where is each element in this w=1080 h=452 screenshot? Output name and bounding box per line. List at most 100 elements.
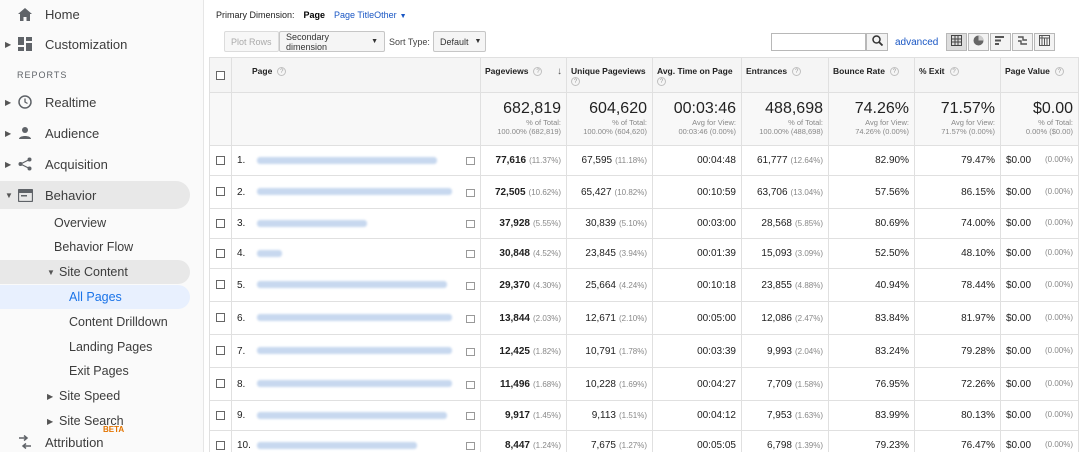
- nav-site-content[interactable]: ▼ Site Content: [0, 260, 190, 284]
- open-external-icon[interactable]: [466, 157, 475, 165]
- acquisition-icon: [16, 155, 34, 173]
- open-external-icon[interactable]: [466, 188, 475, 197]
- page-value-value: $0.00: [1006, 345, 1032, 357]
- redacted-page-link[interactable]: [257, 219, 367, 227]
- redacted-page-link[interactable]: [257, 347, 452, 355]
- header-exit[interactable]: % Exit?: [914, 57, 1001, 93]
- redacted-page-link[interactable]: [257, 249, 282, 257]
- row-checkbox[interactable]: [216, 187, 225, 197]
- view-performance-button[interactable]: [990, 33, 1011, 51]
- redacted-page-link[interactable]: [257, 411, 447, 419]
- row-checkbox[interactable]: [216, 248, 225, 258]
- nav-exit-pages[interactable]: Exit Pages: [0, 359, 190, 383]
- nav-site-speed[interactable]: ▶ Site Speed: [0, 384, 190, 408]
- nav-home[interactable]: Home: [0, 0, 204, 28]
- nav-site-search[interactable]: ▶ Site Search: [0, 409, 190, 433]
- help-icon[interactable]: ?: [949, 67, 959, 77]
- entrances-value: 28,568: [761, 218, 792, 229]
- nav-all-pages[interactable]: All Pages: [0, 285, 190, 309]
- open-external-icon[interactable]: [466, 347, 475, 356]
- redacted-page-link[interactable]: [257, 314, 452, 322]
- header-entrances[interactable]: Entrances?: [741, 57, 829, 93]
- header-unique-pageviews[interactable]: Unique Pageviews?: [566, 57, 653, 93]
- entrances-cell: 6,798 (1.39%): [741, 430, 829, 452]
- row-checkbox[interactable]: [216, 410, 225, 420]
- table-row[interactable]: 6. 13,844 (2.03%) 12,671 (2.10%) 00:05:00 12,0…: [209, 301, 1079, 335]
- table-row[interactable]: 5. 29,370 (4.30%) 25,664 (4.24%) 00:10:18 23,8…: [209, 268, 1079, 302]
- redacted-page-link[interactable]: [257, 156, 437, 164]
- search-button[interactable]: [866, 33, 888, 51]
- unique-pageviews-percent: (1.27%): [618, 441, 647, 450]
- row-checkbox[interactable]: [216, 379, 225, 389]
- row-checkbox[interactable]: [216, 218, 225, 228]
- nav-realtime[interactable]: ▶ Realtime: [0, 88, 204, 116]
- redacted-page-link[interactable]: [257, 188, 452, 196]
- help-icon[interactable]: ?: [571, 77, 580, 87]
- help-icon[interactable]: ?: [657, 77, 666, 87]
- nav-customization[interactable]: ▶ Customization: [0, 30, 204, 58]
- table-body: 1. 77,616 (11.37%) 67,595 (11.18%) 00:04:48 61…: [209, 145, 1079, 452]
- header-avg-time[interactable]: Avg. Time on Page?: [652, 57, 742, 93]
- help-icon[interactable]: ?: [792, 67, 802, 77]
- view-table-button[interactable]: [946, 33, 967, 51]
- redacted-page-link[interactable]: [257, 441, 417, 449]
- nav-behavior-flow[interactable]: Behavior Flow: [0, 235, 190, 259]
- sort-type-dropdown[interactable]: Default ▼: [433, 31, 486, 52]
- row-checkbox[interactable]: [216, 155, 225, 165]
- page-cell: 8.: [231, 367, 481, 401]
- table-row[interactable]: 9. 9,917 (1.45%) 9,113 (1.51%) 00:04:12 7,953(…: [209, 400, 1079, 431]
- header-pageviews[interactable]: Pageviews? ↓: [480, 57, 567, 93]
- nav-landing-pages[interactable]: Landing Pages: [0, 335, 190, 359]
- home-icon: [16, 5, 34, 23]
- primary-dimension-page-title[interactable]: Page Title: [334, 10, 375, 20]
- primary-dimension-other[interactable]: Other ▼: [374, 10, 415, 20]
- row-checkbox[interactable]: [216, 440, 225, 450]
- header-page[interactable]: Page?: [231, 57, 481, 93]
- help-icon[interactable]: ?: [889, 67, 899, 77]
- select-all-checkbox[interactable]: [216, 71, 225, 81]
- open-external-icon[interactable]: [466, 412, 475, 420]
- table-search-input[interactable]: [771, 33, 866, 51]
- table-row[interactable]: 7. 12,425 (1.82%) 10,791 (1.78%) 00:03:39 9,99…: [209, 334, 1079, 368]
- row-number: 8.: [237, 378, 246, 390]
- header-page-label: Page: [252, 66, 273, 76]
- row-checkbox[interactable]: [216, 280, 225, 290]
- nav-behavior-overview[interactable]: Overview: [0, 211, 190, 235]
- open-external-icon[interactable]: [466, 380, 475, 389]
- view-pivot-button[interactable]: [1034, 33, 1055, 51]
- help-icon[interactable]: ?: [533, 67, 543, 77]
- plot-rows-button[interactable]: Plot Rows: [224, 31, 279, 52]
- open-external-icon[interactable]: [466, 281, 475, 290]
- view-pie-button[interactable]: [968, 33, 989, 51]
- view-comparison-button[interactable]: [1012, 33, 1033, 51]
- redacted-page-link[interactable]: [257, 281, 447, 289]
- table-row[interactable]: 4. 30,848 (4.52%) 23,845 (3.94%) 00:01:39 15,0…: [209, 238, 1079, 269]
- avg-time-cell: 00:10:18: [652, 268, 742, 302]
- nav-attribution[interactable]: Attribution BETA: [0, 425, 204, 452]
- secondary-dimension-dropdown[interactable]: Secondary dimension ▼: [279, 31, 385, 52]
- header-bounce-rate[interactable]: Bounce Rate?: [828, 57, 915, 93]
- header-page-value[interactable]: Page Value?: [1000, 57, 1079, 93]
- row-checkbox[interactable]: [216, 313, 225, 323]
- table-row[interactable]: 8. 11,496 (1.68%) 10,228 (1.69%) 00:04:27 7,70…: [209, 367, 1079, 401]
- nav-content-drilldown[interactable]: Content Drilldown: [0, 310, 190, 334]
- table-row[interactable]: 2. 72,505 (10.62%) 65,427 (10.82%) 00:10:59 63…: [209, 175, 1079, 209]
- nav-behavior[interactable]: ▼ Behavior: [0, 181, 190, 209]
- redacted-page-link[interactable]: [257, 380, 452, 388]
- open-external-icon[interactable]: [466, 314, 475, 323]
- help-icon[interactable]: ?: [277, 67, 287, 77]
- table-row[interactable]: 1. 77,616 (11.37%) 67,595 (11.18%) 00:04:48 61…: [209, 145, 1079, 176]
- nav-audience[interactable]: ▶ Audience: [0, 119, 204, 147]
- table-row[interactable]: 10. 8,447 (1.24%) 7,675 (1.27%) 00:05:05 6,798…: [209, 430, 1079, 452]
- help-icon[interactable]: ?: [1054, 67, 1064, 77]
- row-number: 1.: [237, 155, 246, 166]
- row-checkbox[interactable]: [216, 346, 225, 356]
- advanced-filter-link[interactable]: advanced: [895, 37, 939, 48]
- pageviews-percent: (11.37%): [529, 156, 561, 165]
- open-external-icon[interactable]: [466, 250, 475, 258]
- nav-site-content-label: Site Content: [59, 265, 128, 279]
- open-external-icon[interactable]: [466, 220, 475, 228]
- open-external-icon[interactable]: [466, 442, 475, 450]
- table-row[interactable]: 3. 37,928 (5.55%) 30,839 (5.10%) 00:03:00 28,5…: [209, 208, 1079, 239]
- nav-acquisition[interactable]: ▶ Acquisition: [0, 150, 204, 178]
